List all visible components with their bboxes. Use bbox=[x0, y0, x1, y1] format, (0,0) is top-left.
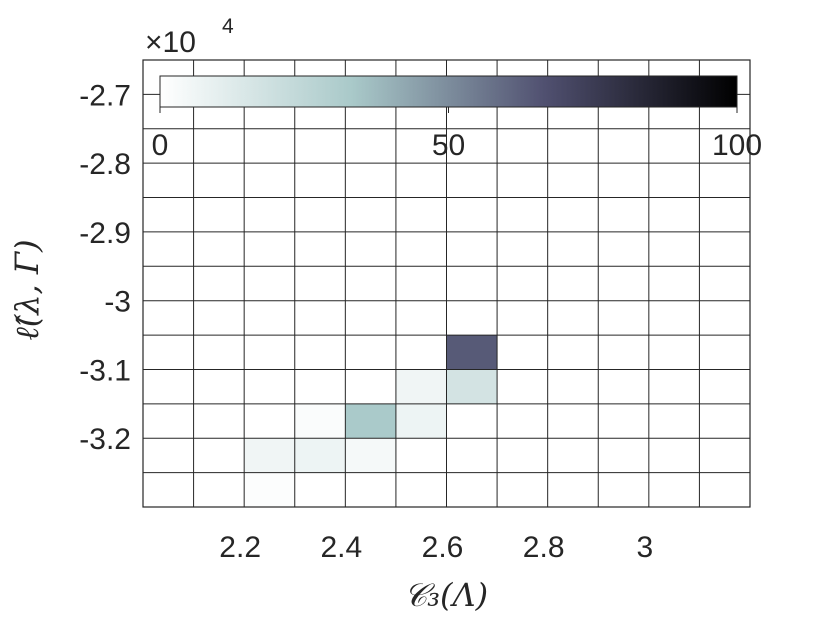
x-tick-labels: 2.2 2.4 2.6 2.8 3 bbox=[219, 531, 653, 564]
x-tick-label: 2.4 bbox=[320, 531, 362, 564]
y-tick-label: -2.7 bbox=[79, 79, 131, 112]
y-tick-labels: -2.7 -2.8 -2.9 -3 -3.1 -3.2 bbox=[79, 79, 131, 456]
y-tick-label: -3.1 bbox=[79, 354, 131, 387]
x-tick-label: 2.2 bbox=[219, 531, 261, 564]
y-tick-label: -2.9 bbox=[79, 217, 131, 250]
heatmap-cells bbox=[244, 335, 498, 507]
y-tick-label: -3 bbox=[104, 286, 131, 319]
heatmap-cell bbox=[395, 403, 447, 439]
colorbar: 0 50 100 bbox=[152, 75, 762, 162]
heatmap-cell bbox=[244, 472, 295, 507]
x-tick-label: 2.8 bbox=[523, 531, 565, 564]
colorbar-tick-label: 0 bbox=[152, 129, 169, 162]
x-tick-label: 2.6 bbox=[422, 531, 464, 564]
colorbar-tick-label: 100 bbox=[712, 129, 762, 162]
y-tick-label: -3.2 bbox=[79, 423, 131, 456]
plot-frame bbox=[142, 59, 751, 508]
x-tick-label: 3 bbox=[636, 531, 653, 564]
heatmap-cell bbox=[345, 403, 396, 439]
heatmap-cell bbox=[244, 438, 295, 473]
colorbar-scale-label: ×10 bbox=[145, 26, 196, 59]
heatmap-cell bbox=[345, 438, 396, 473]
colorbar-gradient bbox=[159, 75, 738, 108]
heatmap-cell bbox=[395, 369, 447, 404]
y-tick-label: -2.8 bbox=[79, 148, 131, 181]
y-axis-label: ℓ̂(λ, Γ) bbox=[8, 239, 46, 340]
colorbar-scale-exponent: 4 bbox=[222, 15, 234, 38]
x-axis-label: 𝒞₃(Λ) bbox=[404, 576, 488, 614]
colorbar-tick-label: 50 bbox=[432, 129, 465, 162]
heatmap-cell bbox=[294, 438, 346, 473]
heatmap-cell bbox=[446, 369, 498, 404]
heatmap-cell bbox=[294, 403, 346, 439]
heatmap-cell bbox=[446, 335, 498, 370]
colorbar-tick-labels: 0 50 100 bbox=[152, 107, 762, 162]
